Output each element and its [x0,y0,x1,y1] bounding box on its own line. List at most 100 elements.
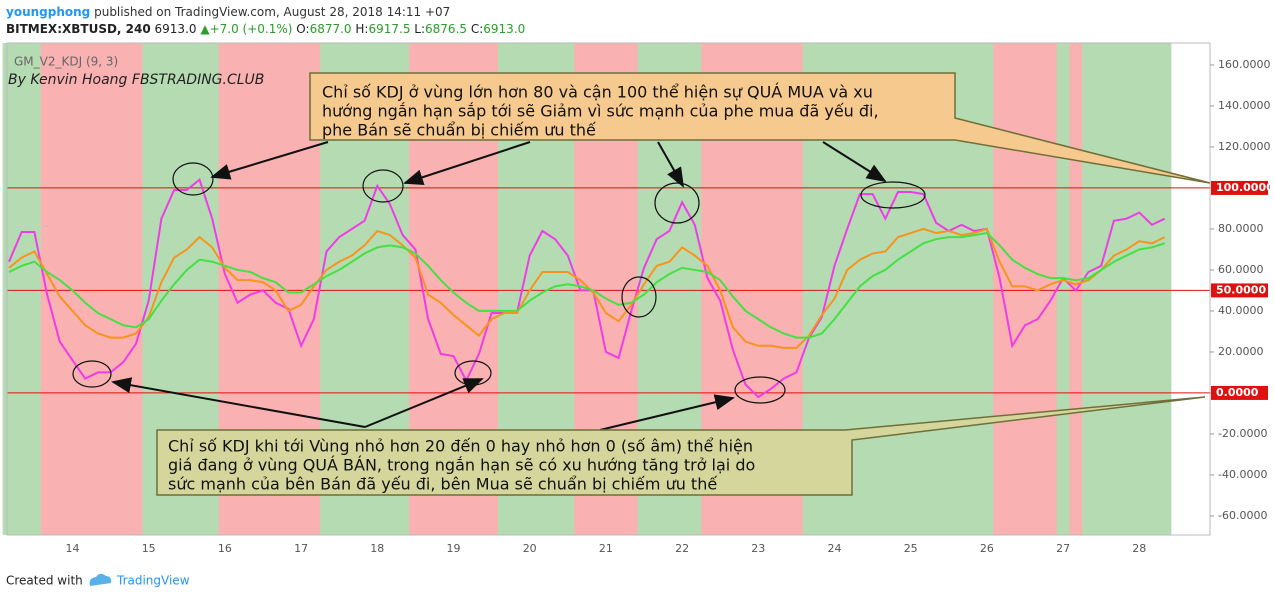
background-band [917,43,931,535]
y-tick-label: 140.0000 [1218,99,1271,112]
y-tick-label: -40.0000 [1218,468,1267,481]
plot-frame [6,42,1211,536]
background-band [751,43,765,535]
ohlc-label: H: [355,22,368,36]
ohlc-value: 6877.0 [310,22,352,36]
background-band [1094,43,1108,535]
series-line [8,178,1166,399]
arrow [403,141,531,185]
annotation: hướng ngắn hạn sắp tới sẽ Giảm vì sức mạ… [322,102,879,121]
created-with: Created with [6,574,83,588]
callout-box [309,72,1211,184]
annotation: Chỉ số KDJ ở vùng lớn hơn 80 và cận 100 … [322,83,873,102]
arrow [111,377,366,428]
arrow: ▲ [200,22,210,36]
change: +7.0 (+0.1%) [210,22,293,36]
background-band [1018,43,1032,535]
y-tick-label: -20.0000 [1218,427,1267,440]
background-band [764,43,778,535]
x-tick-label: 17 [294,542,308,555]
background-band [129,43,143,535]
y-tick-label: -60.0000 [1218,509,1267,522]
background-band [510,43,524,535]
background-band [256,43,270,535]
background-band [942,43,956,535]
brand[interactable]: TradingView [116,574,190,588]
x-tick-label: 14 [66,542,80,555]
y-tick-label: 20.0000 [1218,345,1264,358]
background-band [777,43,791,535]
background-band [231,43,245,535]
background-band [294,43,308,535]
logo[interactable] [89,573,112,586]
background-band [370,43,384,535]
background-band [459,43,473,535]
series-line [8,231,1166,339]
background-band [1005,43,1019,535]
background-band [1145,43,1159,535]
y-tick-label: 120.0000 [1218,140,1271,153]
x-tick-label: 25 [904,542,918,555]
author: By Kenvin Hoang FBSTRADING.CLUB [8,72,264,88]
x-tick-label: 26 [980,542,994,555]
background-band [599,43,613,535]
callout-box [156,396,1206,496]
x-tick-label: 16 [218,542,232,555]
background-band [421,43,435,535]
background-band [40,43,54,535]
ohlc-value: 6876.5 [425,22,467,36]
x-tick-label: 18 [370,542,384,555]
symbol-line: BITMEX:XBTUSD, 240 6913.0 ▲+7.0 (+0.1%) … [6,22,525,36]
background-band [472,43,486,535]
reference-lines [7,187,1210,394]
background-band [726,43,740,535]
background-band [320,43,334,535]
symbol: BITMEX:XBTUSD, 240 [6,22,151,36]
background-band [1107,43,1121,535]
background-band [790,43,804,535]
background-band [536,43,550,535]
highlight [362,169,404,203]
background-band [2,43,16,535]
background-band [142,43,156,535]
background-band [193,43,207,535]
background-band [155,43,169,535]
background-band [1044,43,1058,535]
x-tick-label: 24 [828,542,842,555]
background-band [904,43,918,535]
header-line: youngphong published on TradingView.com,… [6,5,450,19]
background-band [586,43,600,535]
background-band [409,43,423,535]
background-band [345,43,359,535]
background-band [688,43,702,535]
ohlc-label: O: [296,22,309,36]
x-tick-label: 21 [599,542,613,555]
background-band [967,43,981,535]
background-band [116,43,130,535]
y-tick-label: 160.0000 [1218,58,1271,71]
background-band [28,43,42,535]
x-tick-label: 28 [1132,542,1146,555]
background-band [1132,43,1146,535]
background-band [993,43,1007,535]
x-tick-label: 22 [675,542,689,555]
user[interactable]: youngphong [6,5,90,19]
y-tick-label: 60.0000 [1218,263,1264,276]
arrow [599,394,735,431]
annotation: giá đang ở vùng QUÁ BÁN, trong ngắn hạn … [168,456,755,475]
background-band [358,43,372,535]
background-band [485,43,499,535]
arrow [822,141,887,183]
highlight [72,360,112,388]
reference-label-bg [1211,180,1268,195]
annotation: phe Bán sẽ chuẩn bị chiếm ưu thế [322,121,596,140]
background-band [1082,43,1096,535]
background-band [828,43,842,535]
background-band [701,43,715,535]
highlight [621,276,657,318]
background-band [332,43,346,535]
background-band [955,43,969,535]
background-band [78,43,92,535]
background-band [637,43,651,535]
